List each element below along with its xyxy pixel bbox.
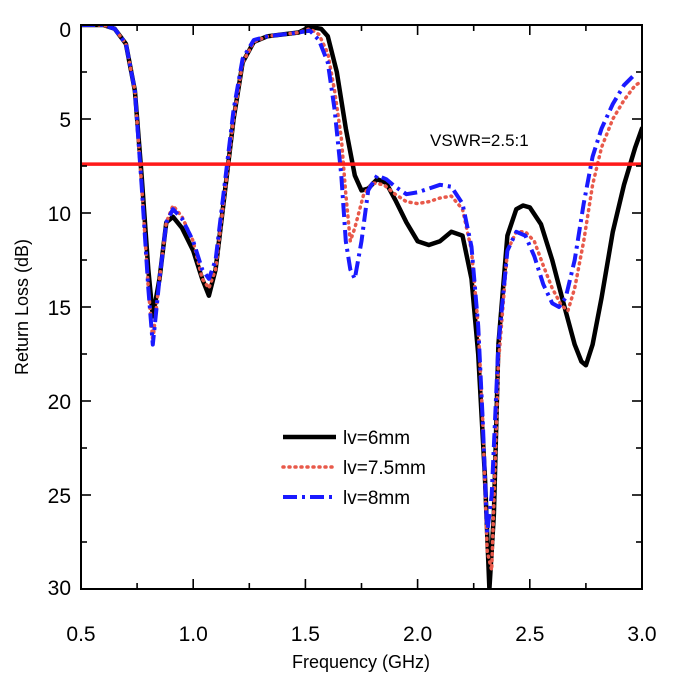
series-line-2 xyxy=(81,25,637,535)
y-tick-label: 30 xyxy=(48,577,71,600)
reference-line-label: VSWR=2.5:1 xyxy=(430,131,529,150)
legend: lv=6mm lv=7.5mm lv=8mm xyxy=(281,428,426,509)
y-tick-label: 5 xyxy=(59,109,71,132)
y-tick-label: 20 xyxy=(48,391,71,414)
x-tick-label: 3.0 xyxy=(627,623,656,646)
y-tick-label: 25 xyxy=(48,485,71,508)
x-tick-label: 0.5 xyxy=(66,623,95,646)
y-tick-label: 10 xyxy=(48,203,71,226)
legend-label-lv8: lv=8mm xyxy=(343,488,410,509)
y-axis-title: Return Loss (dB) xyxy=(12,239,32,375)
y-tick-label: 15 xyxy=(48,297,71,320)
y-tick-label: 0 xyxy=(59,19,71,42)
series-line-1 xyxy=(81,25,642,572)
x-tick-label: 1.5 xyxy=(291,623,320,646)
legend-label-lv7-5: lv=7.5mm xyxy=(343,458,426,479)
x-tick-label: 2.0 xyxy=(403,623,432,646)
x-axis-title: Frequency (GHz) xyxy=(292,652,430,672)
legend-label-lv6: lv=6mm xyxy=(343,428,410,449)
x-tick-label: 2.5 xyxy=(515,623,544,646)
x-tick-label: 1.0 xyxy=(179,623,208,646)
